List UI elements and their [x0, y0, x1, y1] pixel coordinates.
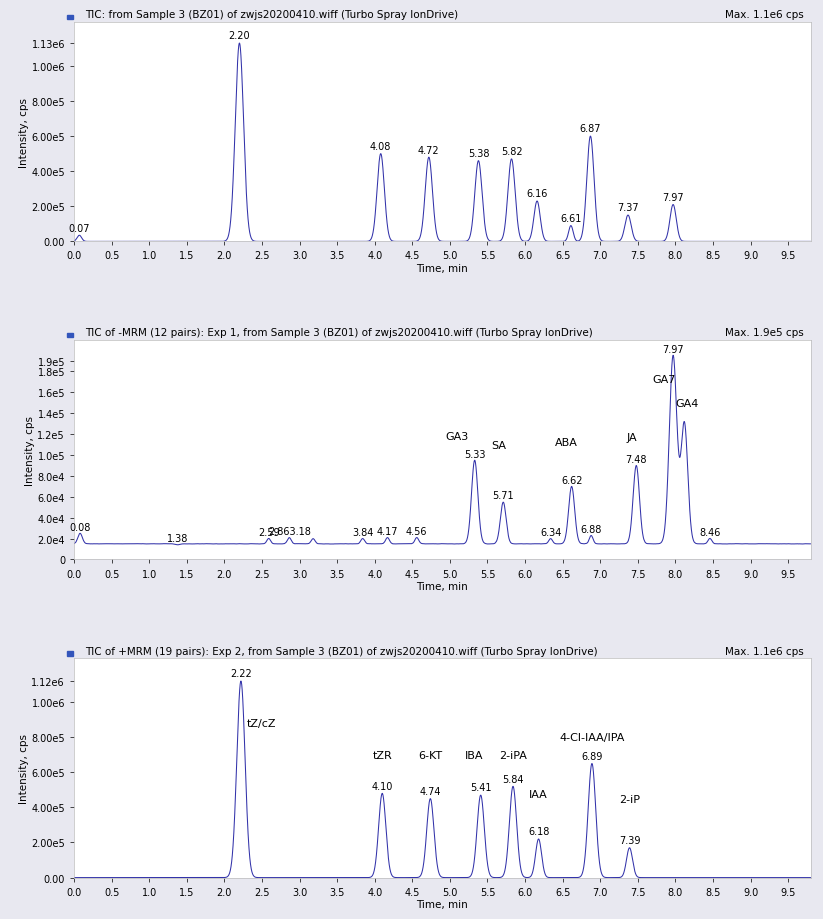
Text: TIC: from Sample 3 (BZ01) of zwjs20200410.wiff (Turbo Spray IonDrive): TIC: from Sample 3 (BZ01) of zwjs2020041…	[85, 10, 458, 20]
Text: 2-iP: 2-iP	[619, 794, 640, 804]
Text: 6-KT: 6-KT	[418, 750, 443, 760]
Text: 5.71: 5.71	[492, 491, 514, 501]
Text: 5.38: 5.38	[467, 149, 489, 159]
Text: GA4: GA4	[675, 399, 699, 409]
Text: 6.87: 6.87	[579, 124, 601, 134]
Text: 4-Cl-IAA/IPA: 4-Cl-IAA/IPA	[560, 732, 625, 743]
Text: 7.97: 7.97	[663, 345, 684, 355]
Text: 2-iPA: 2-iPA	[499, 750, 527, 760]
Text: JA: JA	[626, 433, 637, 443]
Text: 6.34: 6.34	[540, 528, 561, 538]
Text: 5.33: 5.33	[464, 449, 486, 460]
Text: 2.59: 2.59	[258, 528, 280, 538]
Text: 5.84: 5.84	[502, 774, 523, 784]
Y-axis label: Intensity, cps: Intensity, cps	[25, 415, 35, 485]
X-axis label: Time, min: Time, min	[416, 264, 468, 274]
Text: 0.07: 0.07	[68, 223, 90, 233]
Text: 3.84: 3.84	[352, 528, 374, 538]
FancyBboxPatch shape	[67, 334, 72, 338]
Text: 4.17: 4.17	[377, 527, 398, 537]
Y-axis label: Intensity, cps: Intensity, cps	[18, 733, 29, 803]
X-axis label: Time, min: Time, min	[416, 900, 468, 910]
Text: 2.863.18: 2.863.18	[267, 527, 311, 537]
Text: 4.74: 4.74	[420, 786, 441, 796]
Text: 7.48: 7.48	[625, 454, 647, 464]
Text: Max. 1.1e6 cps: Max. 1.1e6 cps	[724, 646, 803, 656]
Text: tZR: tZR	[372, 750, 392, 760]
FancyBboxPatch shape	[67, 651, 72, 656]
Text: 4.72: 4.72	[418, 145, 439, 155]
Text: 2.22: 2.22	[230, 669, 252, 678]
Text: 4.10: 4.10	[371, 781, 393, 791]
Text: 2.20: 2.20	[229, 31, 250, 41]
Text: SA: SA	[491, 440, 506, 450]
Text: 5.41: 5.41	[470, 783, 491, 792]
Text: IBA: IBA	[465, 750, 483, 760]
Text: 6.62: 6.62	[561, 475, 583, 485]
Text: 1.38: 1.38	[167, 534, 188, 544]
Text: 4.56: 4.56	[406, 527, 428, 537]
Text: 7.39: 7.39	[619, 835, 640, 845]
Text: 6.18: 6.18	[528, 826, 549, 836]
Text: 0.08: 0.08	[69, 522, 91, 532]
Text: Max. 1.9e5 cps: Max. 1.9e5 cps	[724, 328, 803, 338]
Text: 4.08: 4.08	[370, 142, 392, 152]
Text: 5.82: 5.82	[500, 147, 523, 157]
Text: TIC of +MRM (19 pairs): Exp 2, from Sample 3 (BZ01) of zwjs20200410.wiff (Turbo : TIC of +MRM (19 pairs): Exp 2, from Samp…	[85, 646, 597, 656]
Text: 6.88: 6.88	[580, 525, 602, 534]
Text: 6.16: 6.16	[527, 189, 548, 199]
Text: 6.89: 6.89	[581, 751, 602, 761]
Text: IAA: IAA	[529, 789, 548, 799]
Text: tZ/cZ: tZ/cZ	[247, 719, 277, 729]
Text: 7.97: 7.97	[663, 193, 684, 203]
Text: ABA: ABA	[555, 437, 578, 448]
Text: 7.37: 7.37	[617, 203, 639, 213]
Text: GA3: GA3	[446, 432, 469, 442]
Text: 8.46: 8.46	[700, 528, 721, 538]
Text: TIC of -MRM (12 pairs): Exp 1, from Sample 3 (BZ01) of zwjs20200410.wiff (Turbo : TIC of -MRM (12 pairs): Exp 1, from Samp…	[85, 328, 593, 338]
Text: 6.61: 6.61	[560, 214, 582, 223]
Y-axis label: Intensity, cps: Intensity, cps	[18, 97, 29, 167]
X-axis label: Time, min: Time, min	[416, 582, 468, 592]
Text: GA7: GA7	[653, 375, 676, 384]
FancyBboxPatch shape	[67, 16, 72, 20]
Text: Max. 1.1e6 cps: Max. 1.1e6 cps	[724, 10, 803, 20]
